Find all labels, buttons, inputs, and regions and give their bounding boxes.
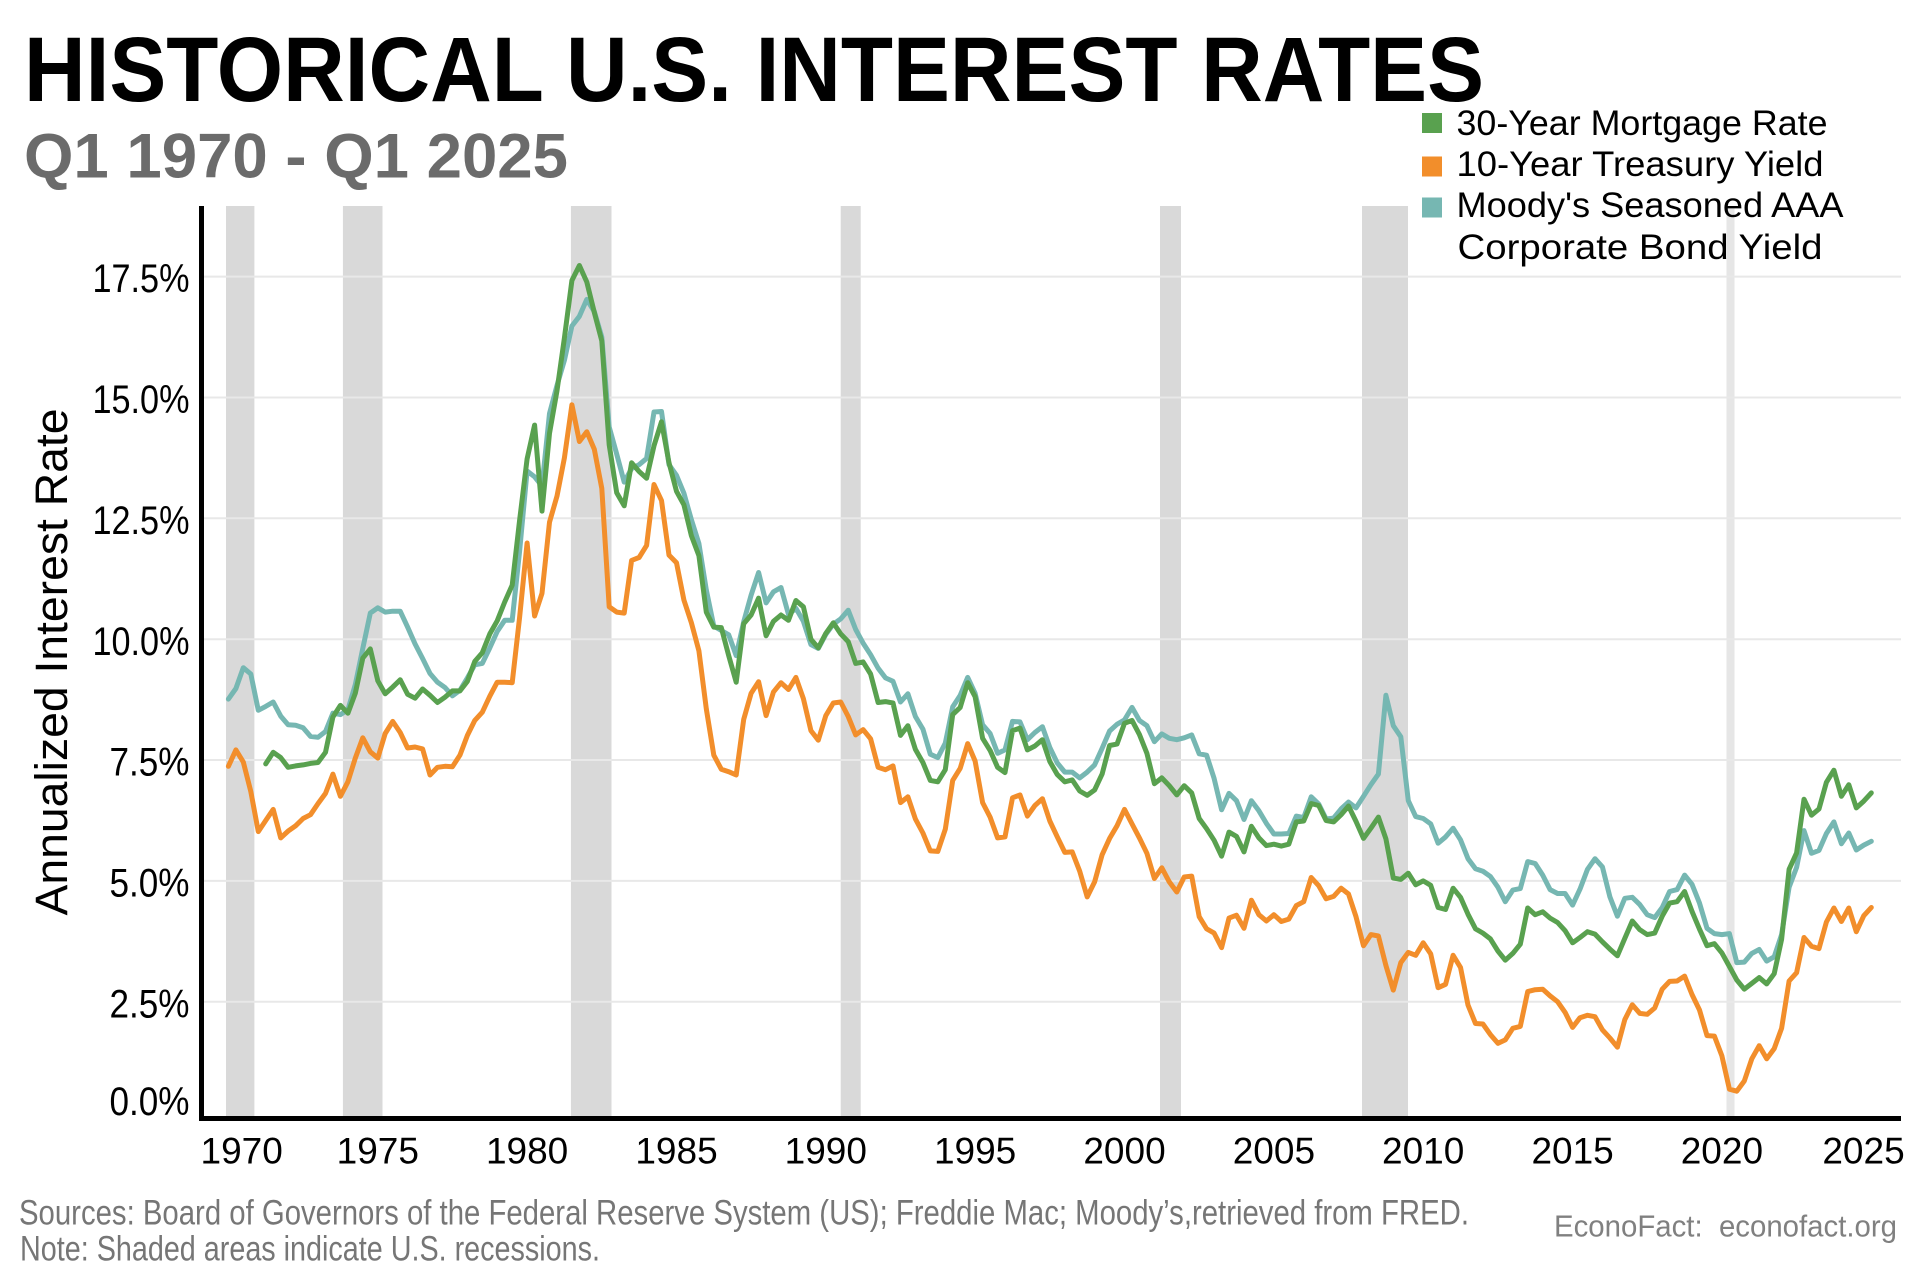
svg-text:Note: Shaded areas indicate U.: Note: Shaded areas indicate U.S. recessi…: [20, 1230, 600, 1269]
svg-text:2010: 2010: [1382, 1130, 1464, 1171]
svg-text:1980: 1980: [486, 1130, 568, 1171]
svg-text:Corporate Bond Yield: Corporate Bond Yield: [1458, 228, 1823, 267]
svg-text:0.0%: 0.0%: [110, 1080, 190, 1124]
svg-text:Moody's Seasoned AAA: Moody's Seasoned AAA: [1457, 186, 1845, 225]
svg-text:7.5%: 7.5%: [110, 741, 190, 785]
svg-text:12.5%: 12.5%: [93, 499, 190, 543]
svg-text:10.0%: 10.0%: [93, 620, 190, 664]
svg-text:1985: 1985: [635, 1130, 717, 1171]
svg-text:2015: 2015: [1531, 1130, 1613, 1171]
svg-text:1975: 1975: [337, 1130, 419, 1171]
svg-text:17.5%: 17.5%: [93, 257, 190, 301]
svg-text:10-Year Treasury Yield: 10-Year Treasury Yield: [1457, 145, 1824, 184]
svg-text:15.0%: 15.0%: [93, 378, 190, 422]
svg-text:1995: 1995: [934, 1130, 1016, 1171]
svg-text:2025: 2025: [1822, 1130, 1904, 1171]
svg-text:HISTORICAL U.S. INTEREST RATES: HISTORICAL U.S. INTEREST RATES: [24, 19, 1484, 121]
svg-text:Q1 1970 - Q1 2025: Q1 1970 - Q1 2025: [24, 121, 568, 191]
svg-text:2005: 2005: [1233, 1130, 1315, 1171]
svg-text:EconoFact: econofact.org: EconoFact: econofact.org: [1554, 1209, 1897, 1244]
svg-text:1990: 1990: [785, 1130, 867, 1171]
svg-text:2000: 2000: [1083, 1130, 1165, 1171]
svg-text:30-Year Mortgage Rate: 30-Year Mortgage Rate: [1457, 104, 1828, 143]
svg-text:Sources: Board of Governors of: Sources: Board of Governors of the Feder…: [19, 1194, 1469, 1233]
svg-text:2020: 2020: [1681, 1130, 1763, 1171]
svg-text:1970: 1970: [201, 1130, 283, 1171]
svg-text:2.5%: 2.5%: [110, 982, 190, 1026]
svg-text:Annualized Interest Rate: Annualized Interest Rate: [26, 409, 77, 916]
svg-text:5.0%: 5.0%: [110, 862, 190, 906]
